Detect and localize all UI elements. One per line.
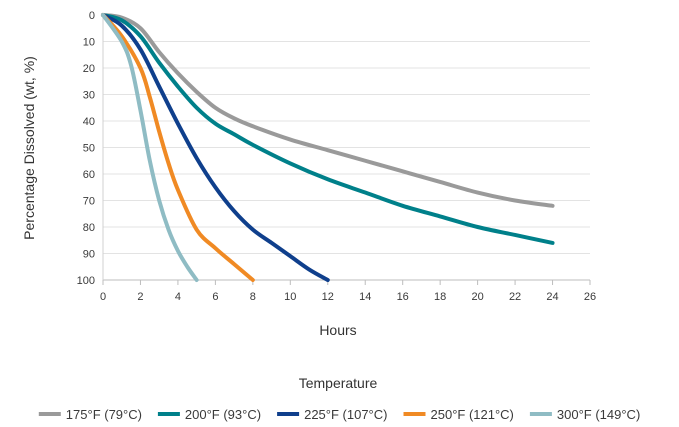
y-tick-40: 40 bbox=[83, 116, 95, 128]
legend-item-4: 250°F (121°C) bbox=[403, 407, 514, 422]
legend-label-4: 250°F (121°C) bbox=[431, 407, 514, 422]
legend-item-1: 175°F (79°C) bbox=[38, 407, 142, 422]
x-tick-10: 10 bbox=[284, 291, 296, 303]
y-tick-50: 50 bbox=[83, 143, 95, 155]
x-tick-12: 12 bbox=[322, 291, 334, 303]
x-tick-24: 24 bbox=[546, 291, 558, 303]
legend-item-2: 200°F (93°C) bbox=[157, 407, 261, 422]
y-tick-10: 10 bbox=[83, 37, 95, 49]
x-tick-4: 4 bbox=[175, 291, 181, 303]
legend-item-3: 225°F (107°C) bbox=[277, 407, 387, 422]
series-line-5 bbox=[101, 13, 199, 282]
legend-title: Temperature bbox=[299, 375, 378, 391]
legend-label-3: 225°F (107°C) bbox=[304, 407, 387, 422]
x-tick-20: 20 bbox=[471, 291, 483, 303]
x-tick-26: 26 bbox=[584, 291, 596, 303]
series-line-3 bbox=[101, 13, 330, 282]
x-tick-0: 0 bbox=[100, 291, 106, 303]
y-tick-100: 100 bbox=[77, 275, 95, 287]
x-axis-title: Hours bbox=[319, 322, 356, 338]
legend-item-5: 300°F (149°C) bbox=[529, 407, 640, 422]
y-axis-title: Percentage Dissolved (wt, %) bbox=[21, 56, 37, 240]
x-tick-6: 6 bbox=[212, 291, 218, 303]
x-tick-18: 18 bbox=[434, 291, 446, 303]
x-tick-14: 14 bbox=[359, 291, 371, 303]
legend-label-1: 175°F (79°C) bbox=[66, 407, 142, 422]
y-tick-70: 70 bbox=[83, 196, 95, 208]
x-tick-labels: 0 2 4 6 8 10 12 14 16 18 20 22 24 26 bbox=[100, 291, 596, 303]
y-tick-60: 60 bbox=[83, 169, 95, 181]
y-tick-90: 90 bbox=[83, 249, 95, 261]
x-tick-8: 8 bbox=[250, 291, 256, 303]
legend: 175°F (79°C) 200°F (93°C) 225°F (107°C) 250… bbox=[38, 407, 640, 422]
series-line-2 bbox=[101, 13, 555, 245]
series-line-1 bbox=[101, 13, 555, 208]
legend-label-5: 300°F (149°C) bbox=[557, 407, 640, 422]
x-tick-22: 22 bbox=[509, 291, 521, 303]
y-tick-80: 80 bbox=[83, 222, 95, 234]
x-tick-2: 2 bbox=[137, 291, 143, 303]
y-tick-20: 20 bbox=[83, 63, 95, 75]
series-lines bbox=[101, 13, 555, 282]
y-tick-labels: 0 10 20 30 40 50 60 70 80 90 100 bbox=[77, 10, 95, 287]
legend-label-2: 200°F (93°C) bbox=[185, 407, 261, 422]
x-tick-16: 16 bbox=[397, 291, 409, 303]
y-tick-30: 30 bbox=[83, 90, 95, 102]
series-line-4 bbox=[101, 13, 255, 282]
y-tick-0: 0 bbox=[89, 10, 95, 22]
axes bbox=[102, 15, 591, 285]
